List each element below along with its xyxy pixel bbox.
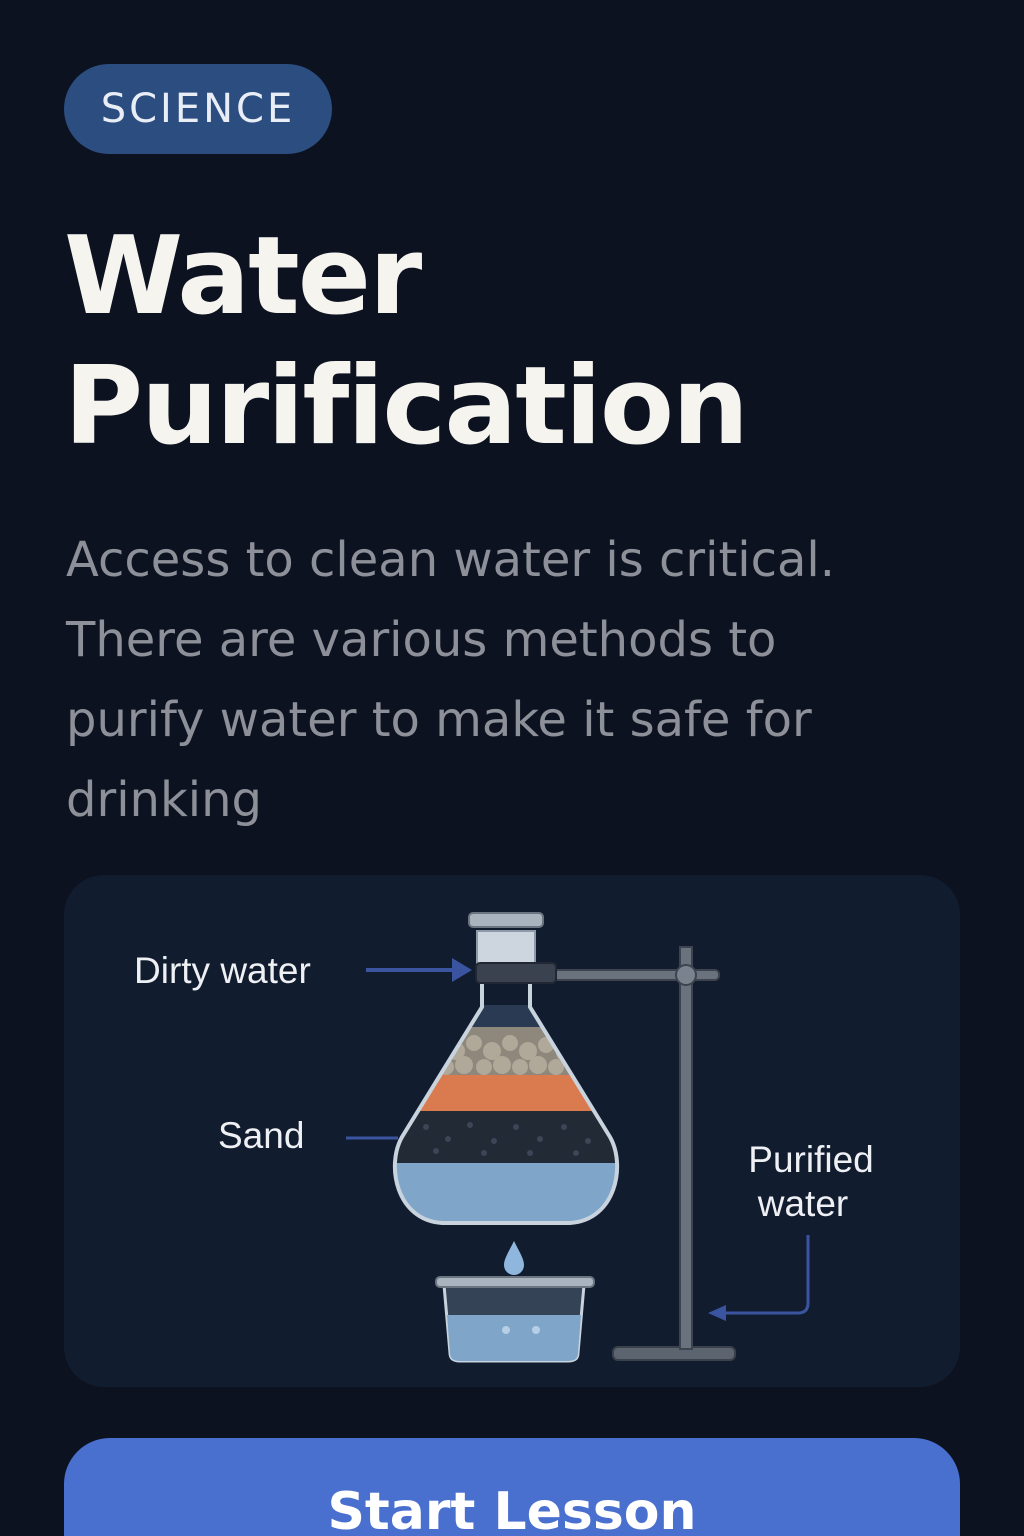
description-line-2: There are various methods to (66, 612, 777, 668)
charcoal-layer (394, 1111, 618, 1163)
description-line-1: Access to clean water is critical. (66, 532, 836, 588)
water-droplet-icon (504, 1241, 524, 1275)
label-sand: Sand (218, 1115, 304, 1156)
purified-water-arrow (708, 1235, 810, 1321)
start-lesson-button[interactable]: Start Lesson (64, 1438, 960, 1536)
diagram-card: Dirty water Sand Purified water (64, 875, 960, 1387)
filtration-diagram: Dirty water Sand Purified water (134, 912, 874, 1363)
description-line-3: purify water to make it safe for (66, 692, 812, 748)
label-purified-line-2: water (757, 1183, 848, 1224)
title-line-2: Purification (64, 344, 749, 469)
description-line-4: drinking (66, 772, 262, 828)
collection-beaker (435, 1276, 595, 1363)
lesson-description: Access to clean water is critical. There… (66, 520, 966, 840)
page-title: Water Purification (64, 212, 749, 472)
water-layer (394, 1163, 618, 1223)
title-line-1: Water (64, 214, 422, 339)
label-dirty-water: Dirty water (134, 950, 311, 991)
filter-flask (393, 912, 619, 1225)
label-purified-line-1: Purified (748, 1139, 873, 1180)
category-badge: SCIENCE (64, 64, 332, 154)
ring-stand (553, 946, 736, 1361)
dirty-water-arrow (366, 958, 472, 982)
